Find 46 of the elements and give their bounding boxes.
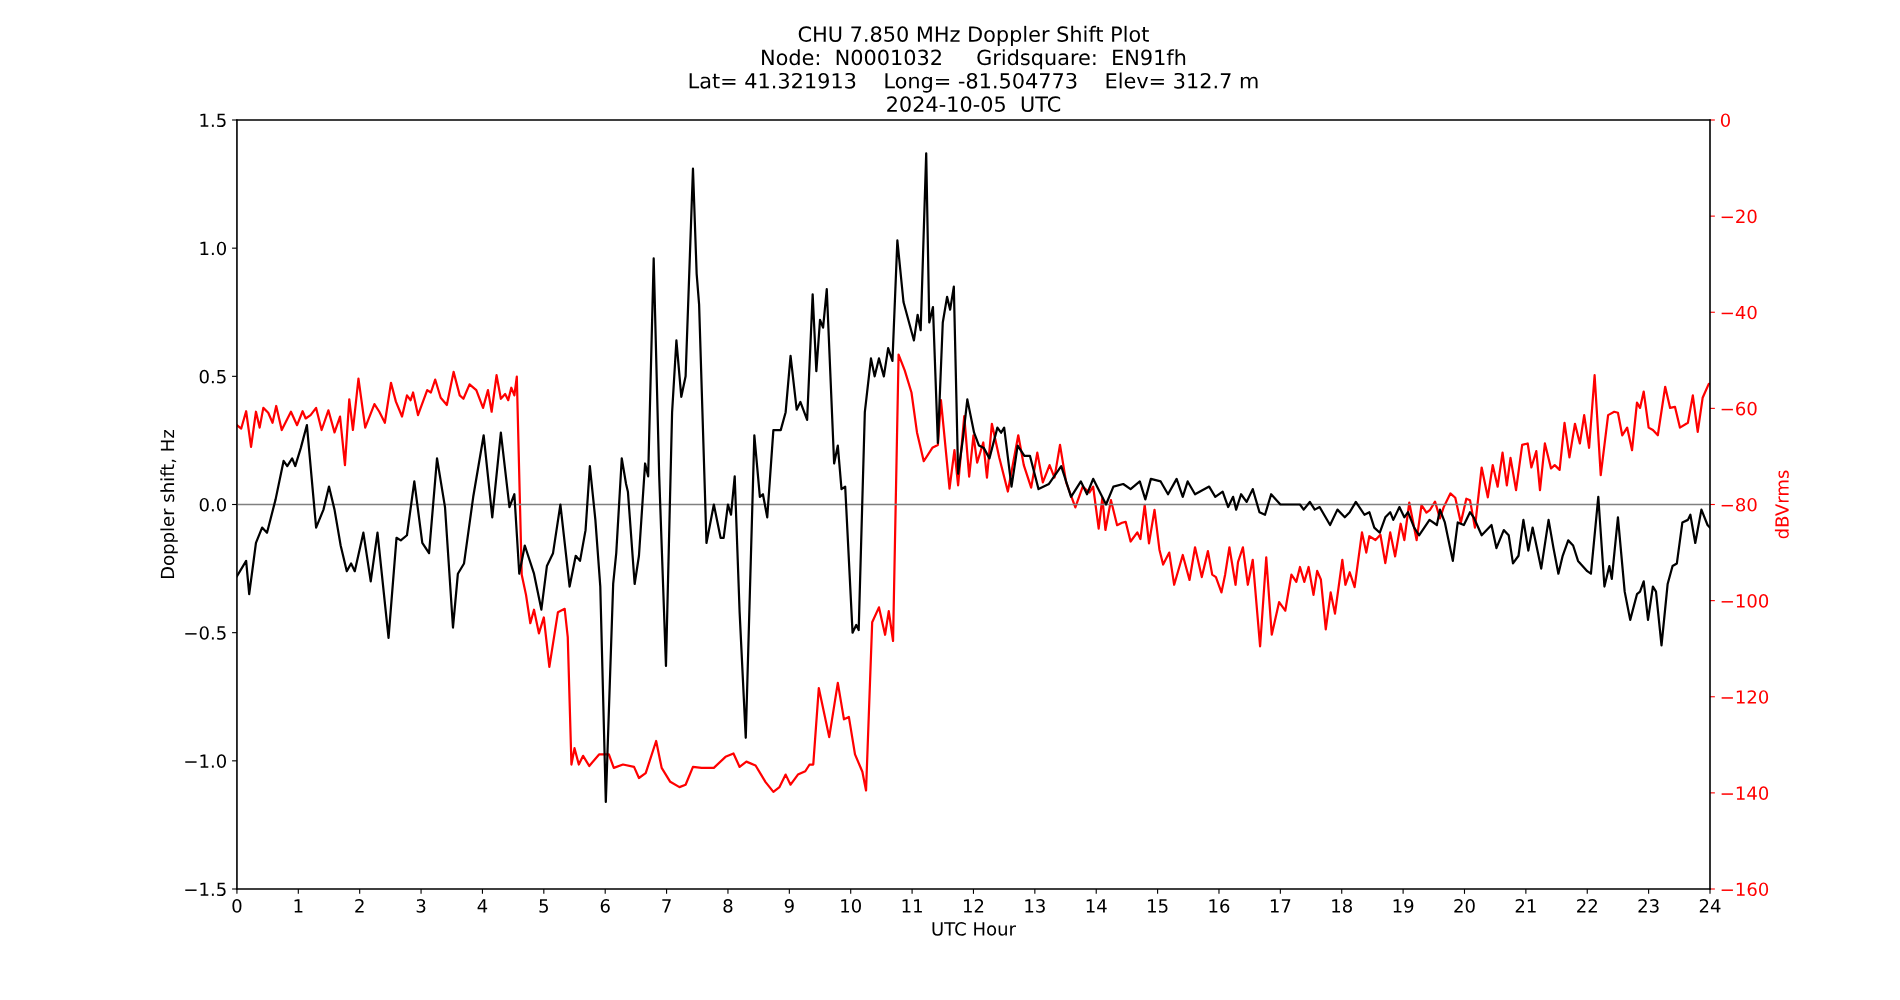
x-tick-label: 5 [539,899,548,913]
x-tick-label: 0 [232,899,242,913]
y-tick-label: 1.5 [200,113,226,128]
x-tick-label: 2 [355,899,364,913]
y2-tick-label: −120 [1721,690,1769,704]
line-series [236,353,1710,794]
y2-tick-label: −160 [1721,882,1769,897]
y2-tick-label: 0 [1720,113,1731,128]
x-tick-label: 19 [1393,899,1414,913]
chart-title: CHU 7.850 MHz Doppler Shift Plot Node: N0001032 Gridsquare: EN91fh Lat= 41.321913 Long= -81.504773 Elev= 312.7 m 2024-10-05 UTC [689,25,1258,112]
y2-tick-label: −100 [1721,594,1769,608]
y-axis-title: Doppler shift, Hz [160,429,178,579]
y2-tick-label: −80 [1721,497,1757,512]
x-tick-label: 23 [1638,899,1659,913]
x-axis-title: UTC Hour [932,922,1016,936]
y-tick-label: −1.5 [185,882,226,897]
y-tick-label: 0.5 [199,369,226,384]
y-tick-label: −1.0 [185,754,227,768]
y2-tick-label: −20 [1721,209,1757,224]
y-tick-label: −0.5 [185,626,226,640]
x-tick-label: 8 [723,899,733,913]
x-tick-label: 3 [416,899,426,913]
y2-tick-label: −140 [1721,786,1769,800]
y2-tick-label: −40 [1721,305,1757,320]
x-tick-label: 6 [600,899,610,913]
y2-axis-title: dBVrms [1774,470,1789,539]
x-tick-label: 15 [1148,899,1168,913]
x-tick-label: 9 [784,899,794,913]
x-tick-label: 13 [1025,899,1045,913]
y-tick-label: 0.0 [199,497,227,512]
x-tick-label: 18 [1332,899,1352,913]
x-tick-label: 12 [963,899,984,913]
x-tick-label: 4 [477,899,488,913]
y2-tick-label: −60 [1721,401,1757,416]
x-tick-label: 22 [1577,899,1597,913]
x-tick-label: 14 [1086,899,1107,913]
x-tick-label: 20 [1454,899,1475,913]
x-tick-label: 17 [1270,899,1291,913]
x-tick-label: 1 [294,899,303,913]
x-tick-label: 21 [1515,899,1536,913]
x-tick-label: 11 [902,899,922,913]
x-tick-label: 16 [1209,899,1230,913]
x-tick-label: 7 [662,899,671,913]
x-tick-label: 24 [1699,899,1721,913]
x-tick-label: 10 [841,899,861,913]
y-tick-label: 1.0 [200,241,227,256]
